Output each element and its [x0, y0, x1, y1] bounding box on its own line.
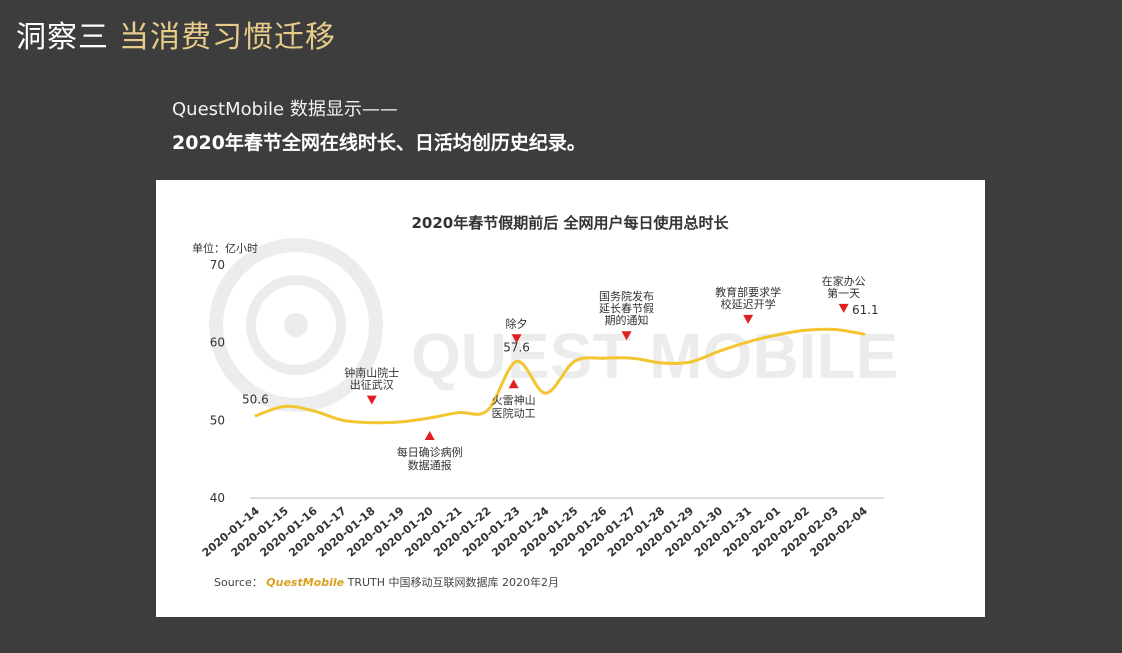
annotation-text: 第一天	[827, 286, 860, 300]
data-label: 61.1	[852, 303, 879, 317]
watermark-ring-outer	[209, 238, 383, 412]
annotation-text: 数据通报	[408, 458, 452, 472]
annotation-text: 教育部要求学	[715, 285, 781, 299]
source-prefix: Source：	[214, 576, 263, 589]
subtitle: QuestMobile 数据显示——	[172, 99, 398, 120]
source-note: Source： QuestMobile TRUTH 中国移动互联网数据库 202…	[214, 574, 559, 590]
annotation-text: 每日确诊病例	[397, 445, 463, 459]
annotation-text: 火雷神山	[492, 393, 536, 407]
slide-title: 洞察三 当消费习惯迁移	[16, 18, 336, 58]
annotation-marker	[511, 334, 522, 344]
source-rest: TRUTH 中国移动互联网数据库 2020年2月	[347, 576, 559, 589]
y-tick-label: 40	[210, 491, 225, 505]
annotation-text: 医院动工	[492, 406, 536, 420]
annotation-marker	[838, 303, 849, 313]
annotation-text: 延长春节假	[599, 301, 654, 315]
annotation-marker	[508, 379, 519, 389]
y-tick-label: 60	[210, 336, 225, 350]
annotation-text: 除夕	[506, 316, 528, 330]
annotation-text: 期的通知	[605, 313, 649, 327]
y-tick-label: 70	[210, 258, 225, 272]
y-tick-label: 50	[210, 413, 225, 427]
annotation-marker	[743, 314, 754, 324]
unit-label: 单位：亿小时	[192, 241, 258, 255]
data-label: 57.6	[503, 340, 530, 354]
annotation-marker	[424, 431, 435, 441]
slide-title-label: 洞察三	[16, 20, 109, 55]
annotation-text: 出征武汉	[350, 378, 394, 392]
annotation-text: 在家办公	[822, 274, 866, 288]
chart-title: 2020年春节假期前后 全网用户每日使用总时长	[412, 214, 730, 232]
slide-title-topic: 当消费习惯迁移	[119, 20, 336, 55]
annotation-text: 国务院发布	[599, 289, 654, 303]
data-label: 50.6	[242, 393, 269, 407]
annotation-marker	[621, 331, 632, 341]
annotation-marker	[366, 395, 377, 405]
headline: 2020年春节全网在线时长、日活均创历史纪录。	[172, 132, 586, 154]
watermark-dot	[284, 313, 308, 337]
annotation-text: 校延迟开学	[721, 297, 776, 311]
watermark-text: QUEST MOBILE	[411, 320, 898, 392]
chart-card: QUEST MOBILE 2020年春节假期前后 全网用户每日使用总时长 单位：…	[156, 180, 985, 617]
watermark: QUEST MOBILE	[209, 238, 898, 412]
series-line	[254, 327, 866, 425]
watermark-ring-inner	[246, 275, 346, 375]
source-brand: QuestMobile	[266, 576, 345, 589]
chart-svg: QUEST MOBILE 2020年春节假期前后 全网用户每日使用总时长 单位：…	[192, 214, 898, 560]
annotation-text: 钟南山院士	[344, 366, 399, 380]
label-layer: 50.6 57.6 61.1	[242, 303, 879, 407]
